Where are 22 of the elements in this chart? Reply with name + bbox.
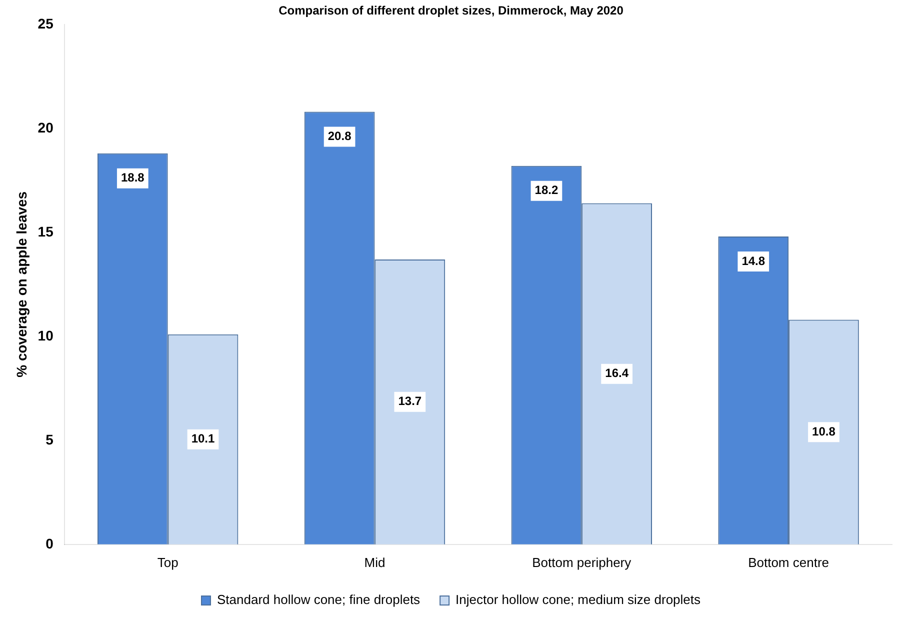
data-label: 13.7 [398, 394, 422, 408]
data-label: 18.8 [120, 170, 145, 185]
y-tick-label: 25 [38, 15, 54, 32]
data-label: 10.8 [812, 424, 836, 438]
legend-label: Injector hollow cone; medium size droplets [456, 592, 702, 608]
chart-title: Comparison of different droplet sizes, Dimmerock, May 2020 [278, 4, 624, 18]
data-label: 16.4 [605, 366, 629, 380]
data-label: 18.2 [534, 183, 558, 198]
data-label: 20.8 [328, 129, 352, 144]
y-tick-label: 10 [38, 327, 54, 344]
data-label: 10.1 [191, 432, 215, 446]
y-tick-label: 0 [46, 535, 54, 552]
y-tick-label: 5 [46, 431, 54, 448]
x-tick-label: Mid [364, 554, 386, 570]
x-tick-label: Top [157, 554, 178, 570]
x-tick-label: Bottom centre [748, 554, 830, 570]
y-tick-label: 20 [38, 119, 54, 136]
legend-label: Standard hollow cone; fine droplets [216, 592, 421, 608]
y-tick-label: 15 [38, 223, 54, 240]
x-tick-label: Bottom periphery [532, 554, 632, 570]
data-label: 14.8 [742, 254, 766, 268]
y-axis-title: % coverage on apple leaves [13, 191, 30, 378]
